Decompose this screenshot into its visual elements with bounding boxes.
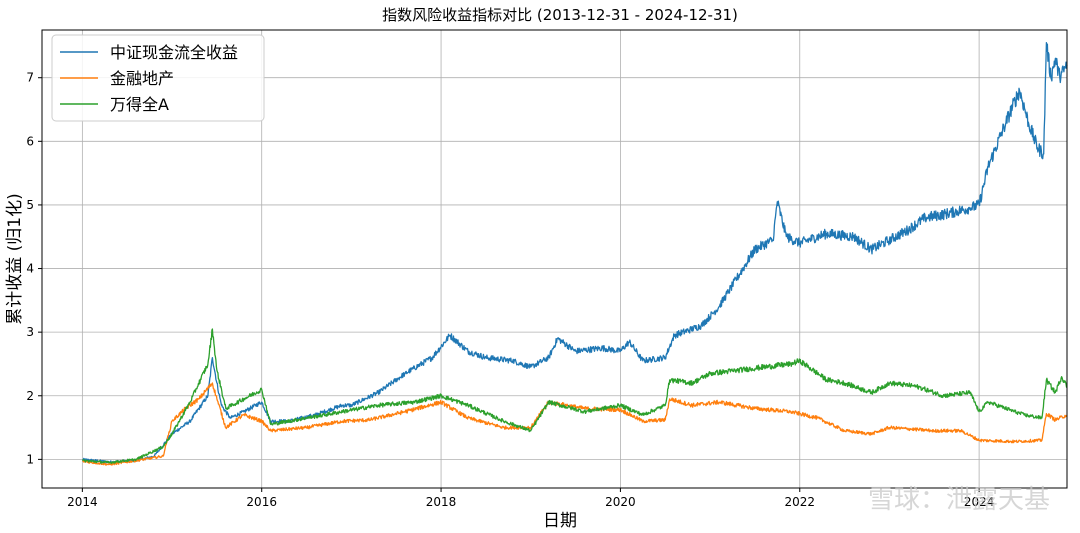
y-axis-label: 累计收益 (归1化) [5,193,25,324]
x-tick-label: 2016 [246,495,277,509]
y-tick-label: 5 [26,198,34,212]
x-tick-label: 2014 [67,495,98,509]
plot-frame [41,29,1068,489]
series-line-0 [81,42,1068,464]
y-tick-label: 4 [26,262,34,276]
legend-box [51,34,265,122]
series-line-2 [81,328,1068,465]
grid-lines [42,30,1067,488]
legend-label: 万得全A [110,95,169,114]
chart-title: 指数风险收益指标对比 (2013-12-31 - 2024-12-31) [382,6,738,24]
x-tick-label: 2022 [784,495,815,509]
legend-label: 金融地产 [110,69,174,88]
watermark-text: 雪球：泄露天基 [868,485,1050,515]
y-tick-label: 6 [26,134,34,148]
y-tick-label: 3 [26,325,34,339]
axis-ticks: 2014 2016 2018 2020 2022 2024 1 2 3 4 5 6 7 [26,71,994,509]
x-axis-label: 日期 [543,511,577,531]
series-line-1 [82,382,1068,466]
x-tick-label: 2020 [605,495,636,509]
y-tick-label: 2 [26,389,34,403]
series-lines [81,42,1068,466]
x-tick-label: 2018 [426,495,457,509]
x-tick-label: 2024 [964,495,995,509]
y-tick-label: 7 [26,71,34,85]
legend-label: 中证现金流全收益 [110,43,238,62]
y-tick-label: 1 [26,452,34,466]
